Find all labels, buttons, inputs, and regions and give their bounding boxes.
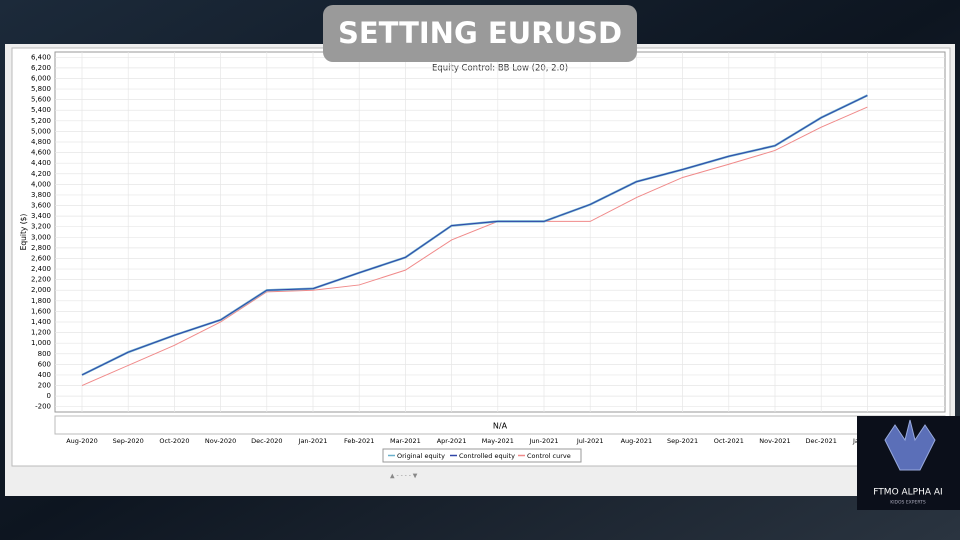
y-tick-label: 5,800 bbox=[31, 85, 51, 93]
y-tick-label: 800 bbox=[38, 350, 51, 358]
y-tick-label: 6,200 bbox=[31, 64, 51, 72]
legend-label: Controlled equity bbox=[459, 452, 515, 460]
x-tick-label: Oct-2020 bbox=[159, 437, 189, 445]
x-tick-label: Aug-2021 bbox=[621, 437, 653, 445]
x-tick-label: Apr-2021 bbox=[437, 437, 467, 445]
y-tick-label: 5,200 bbox=[31, 117, 51, 125]
y-label: Equity ($) bbox=[19, 214, 28, 251]
line bbox=[81, 106, 868, 386]
x-tick-label: Oct-2021 bbox=[714, 437, 744, 445]
x-tick-label: Sep-2020 bbox=[113, 437, 144, 445]
y-tick-label: 4,600 bbox=[31, 149, 51, 157]
y-tick-label: 2,400 bbox=[31, 265, 51, 273]
y-tick-label: 2,600 bbox=[31, 254, 51, 262]
line bbox=[81, 94, 868, 376]
x-tick-label: Feb-2021 bbox=[344, 437, 374, 445]
x-tick-label: Nov-2021 bbox=[759, 437, 790, 445]
y-tick-label: 0 bbox=[47, 392, 51, 400]
y-tick-label: 5,000 bbox=[31, 127, 51, 135]
plot-area bbox=[54, 51, 946, 413]
legend bbox=[382, 448, 582, 463]
banner-box bbox=[323, 5, 637, 62]
x-tick-label: Nov-2020 bbox=[205, 437, 236, 445]
legend-label: Original equity bbox=[397, 452, 445, 460]
y-tick-label: 600 bbox=[38, 360, 51, 368]
x-tick-label: Jan-2021 bbox=[298, 437, 328, 445]
banner: SETTING EURUSD bbox=[338, 16, 622, 50]
logo-tagline: KIDOS EXPERTS bbox=[890, 500, 926, 506]
y-tick-label: 3,000 bbox=[31, 233, 51, 241]
chart-title: Equity Control: BB Low (20, 2.0) bbox=[432, 64, 568, 74]
y-tick-label: 2,200 bbox=[31, 276, 51, 284]
x-tick-label: Mar-2021 bbox=[390, 437, 421, 445]
y-tick-label: 1,200 bbox=[31, 329, 51, 337]
x-tick-label: Dec-2021 bbox=[805, 437, 836, 445]
y-tick-label: 6,400 bbox=[31, 53, 51, 61]
y-tick-label: 1,600 bbox=[31, 307, 51, 315]
x-tick-label: Dec-2020 bbox=[251, 437, 282, 445]
y-tick-label: 400 bbox=[38, 371, 51, 379]
x-label: N/A bbox=[493, 422, 508, 431]
y-tick-label: 1,400 bbox=[31, 318, 51, 326]
x-tick-label: May-2021 bbox=[482, 437, 514, 445]
y-tick-label: 3,200 bbox=[31, 223, 51, 231]
splitter: ▲ - - - - ▼ bbox=[390, 473, 418, 480]
y-tick-label: 5,400 bbox=[31, 106, 51, 114]
y-tick-label: 2,800 bbox=[31, 244, 51, 252]
y-tick-label: 4,200 bbox=[31, 170, 51, 178]
y-tick-label: 1,800 bbox=[31, 297, 51, 305]
y-tick-label: 200 bbox=[38, 382, 51, 390]
y-tick-label: 5,600 bbox=[31, 96, 51, 104]
y-tick-label: 4,000 bbox=[31, 180, 51, 188]
legend-label: Control curve bbox=[527, 452, 571, 460]
logo-name: FTMO ALPHA AI bbox=[873, 488, 942, 498]
x-tick-label: Jul-2021 bbox=[576, 437, 604, 445]
y-tick-label: 3,800 bbox=[31, 191, 51, 199]
y-tick-label: 6,000 bbox=[31, 74, 51, 82]
logo-icon bbox=[884, 419, 936, 471]
y-tick-label: 3,400 bbox=[31, 212, 51, 220]
y-tick-label: 4,400 bbox=[31, 159, 51, 167]
y-tick-label: 3,600 bbox=[31, 202, 51, 210]
y-tick-label: 4,800 bbox=[31, 138, 51, 146]
y-tick-label: -200 bbox=[35, 403, 51, 411]
x-tick-label: Sep-2021 bbox=[667, 437, 698, 445]
y-tick-label: 2,000 bbox=[31, 286, 51, 294]
y-tick-label: 1,000 bbox=[31, 339, 51, 347]
x-tick-label: Aug-2020 bbox=[66, 437, 98, 445]
x-tick-label: Jun-2021 bbox=[528, 437, 558, 445]
